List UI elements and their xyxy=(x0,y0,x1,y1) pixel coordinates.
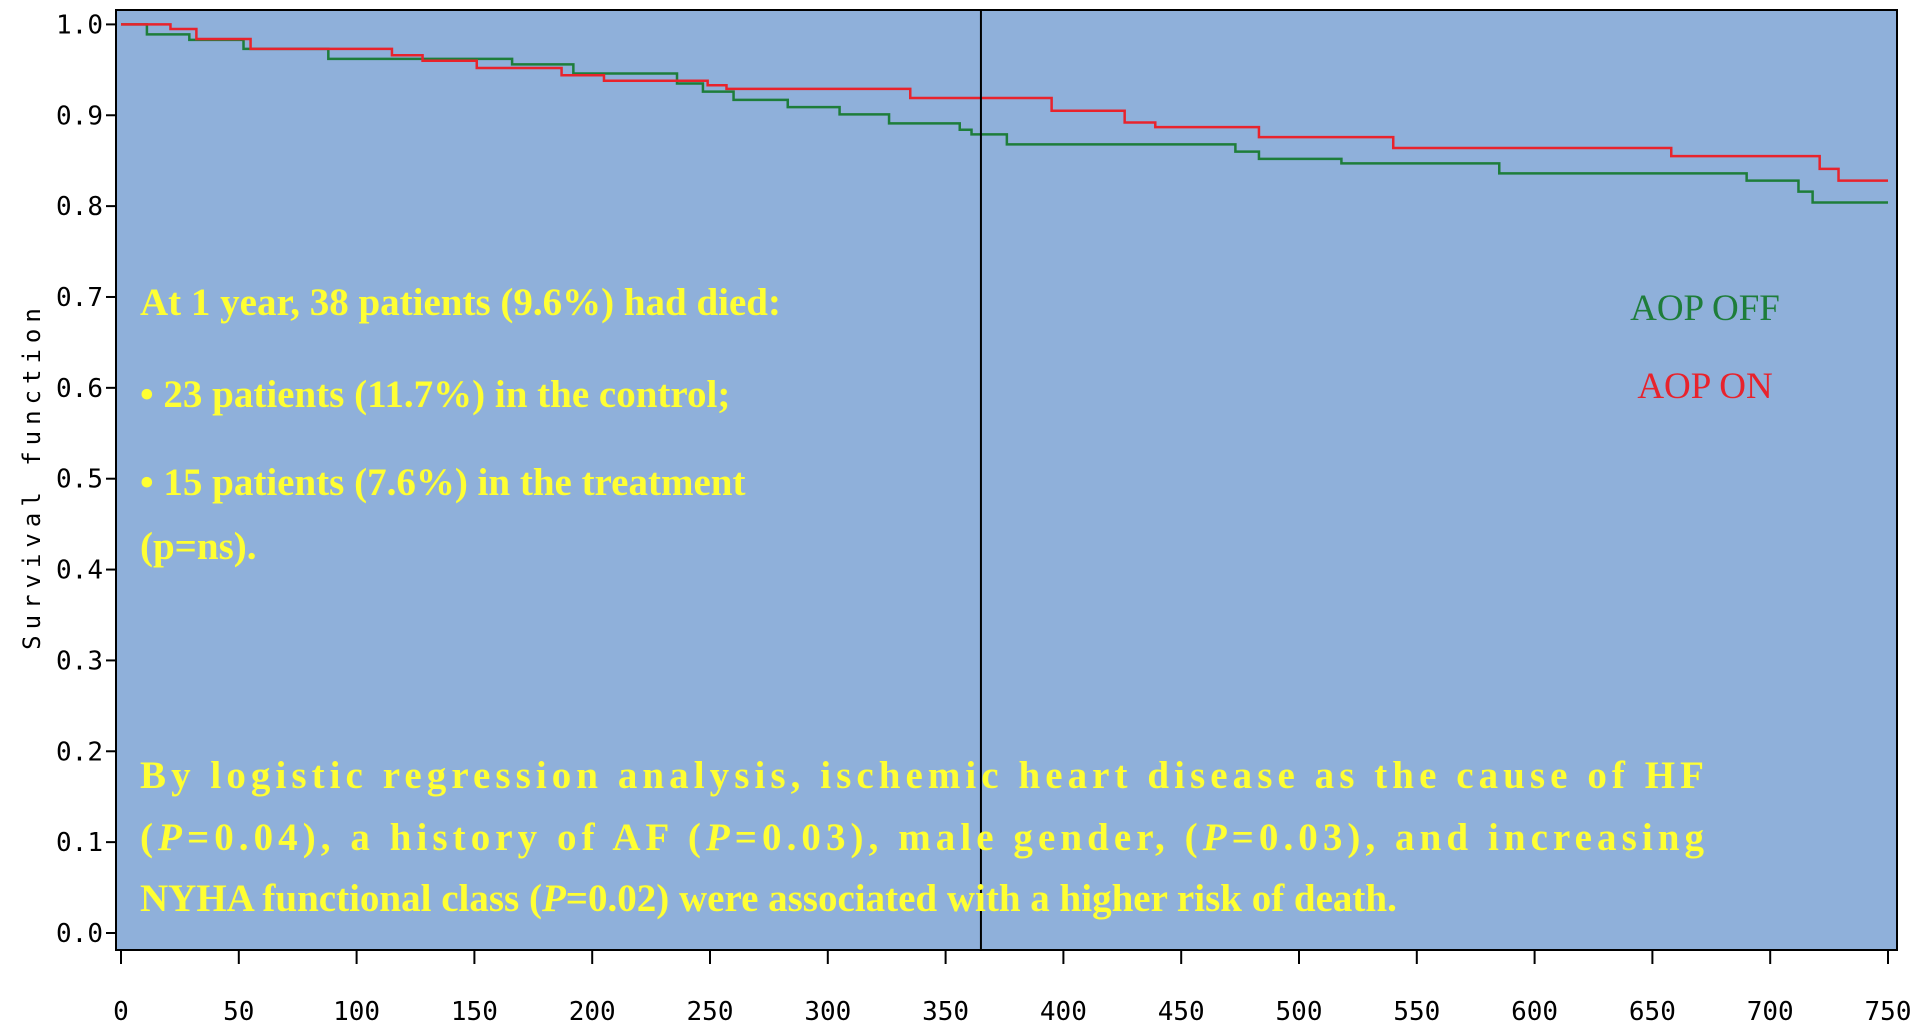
annotation-text: • 23 patients (11.7%) in the control; xyxy=(140,373,730,416)
legend-entry: AOP OFF xyxy=(1630,288,1780,329)
x-tick-label: 250 xyxy=(687,997,734,1027)
survival-curve xyxy=(121,23,1888,182)
x-tick-label: 400 xyxy=(1040,997,1087,1027)
y-tick-label: 0.5 xyxy=(56,465,103,495)
x-tick-label: 200 xyxy=(569,997,616,1027)
annotation-text: =0.02) were associated with a higher ris… xyxy=(566,877,1397,920)
x-tick-label: 300 xyxy=(804,997,851,1027)
y-tick-label: 1.0 xyxy=(56,10,103,40)
annotation-text: ( xyxy=(140,816,153,859)
x-tick-label: 350 xyxy=(922,997,969,1027)
annotation-line: By logistic regression analysis, ischemi… xyxy=(140,754,1704,797)
annotation-line: • 15 patients (7.6%) in the treatment xyxy=(140,461,745,504)
annotation-text: (p=ns). xyxy=(140,525,257,568)
annotation-text: P xyxy=(157,816,183,859)
annotation-line: (p=ns). xyxy=(140,525,257,568)
x-tick-label: 50 xyxy=(223,997,254,1027)
y-tick-label: 0.0 xyxy=(56,919,103,949)
y-tick-label: 0.8 xyxy=(56,192,103,222)
y-tick-label: 0.3 xyxy=(56,646,103,676)
x-tick-label: 100 xyxy=(333,997,380,1027)
annotation-text: At 1 year, 38 patients (9.6%) had died: xyxy=(140,281,781,324)
survival-curve xyxy=(121,23,1888,204)
annotation-text: =0.03), male gender, ( xyxy=(735,816,1198,859)
x-tick-label: 0 xyxy=(113,997,129,1027)
y-tick-label: 0.2 xyxy=(56,737,103,767)
x-tick-label: 500 xyxy=(1276,997,1323,1027)
x-tick-label: 650 xyxy=(1629,997,1676,1027)
annotation-line: (P =0.04), a history of AF (P =0.03), male… xyxy=(140,816,1704,859)
y-tick-label: 0.4 xyxy=(56,556,103,586)
x-tick-label: 550 xyxy=(1393,997,1440,1027)
x-tick-label: 150 xyxy=(451,997,498,1027)
y-axis-label: Survival function xyxy=(18,302,46,650)
y-tick-label: 0.6 xyxy=(56,374,103,404)
annotation-text: P xyxy=(1202,816,1228,859)
annotation-text: By logistic regression analysis, ischemi… xyxy=(140,754,1704,797)
annotation-line: At 1 year, 38 patients (9.6%) had died: xyxy=(140,281,781,324)
x-tick-label: 600 xyxy=(1511,997,1558,1027)
y-tick-label: 0.7 xyxy=(56,283,103,313)
annotation-text: =0.03), and increasing xyxy=(1232,816,1705,859)
x-tick-label: 750 xyxy=(1865,997,1912,1027)
annotation-line: • 23 patients (11.7%) in the control; xyxy=(140,373,730,416)
y-tick-label: 0.1 xyxy=(56,828,103,858)
y-tick-label: 0.9 xyxy=(56,101,103,131)
x-tick-label: 450 xyxy=(1158,997,1205,1027)
annotation-text: • 15 patients (7.6%) in the treatment xyxy=(140,461,745,504)
annotation-text: P xyxy=(705,816,731,859)
plot-area xyxy=(115,9,1898,951)
annotation-text: =0.04), a history of AF ( xyxy=(187,816,701,859)
annotation-text: NYHA functional class ( xyxy=(140,877,542,920)
annotation-line: NYHA functional class (P=0.02) were asso… xyxy=(140,877,1397,920)
legend-entry: AOP ON xyxy=(1637,366,1772,407)
x-tick-label: 700 xyxy=(1747,997,1794,1027)
annotation-text: P xyxy=(541,877,567,920)
